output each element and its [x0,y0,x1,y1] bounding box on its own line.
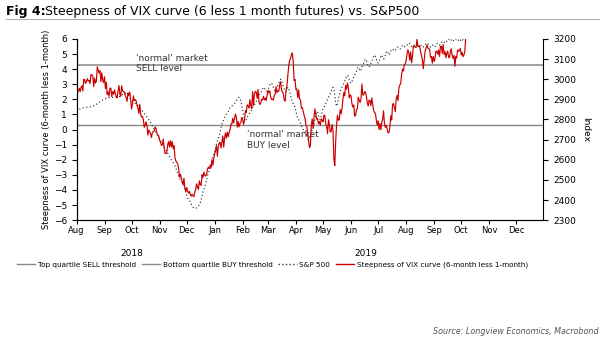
Text: 2019: 2019 [354,249,377,258]
Y-axis label: Index: Index [581,117,590,142]
Text: 'normal' market
SELL level: 'normal' market SELL level [136,54,208,73]
Legend: Top quartile SELL threshold, Bottom quartile BUY threshold, S&P 500, Steepness o: Top quartile SELL threshold, Bottom quar… [14,258,531,271]
Text: 2018: 2018 [120,249,143,258]
Y-axis label: Steepness of VIX curve (6-month less 1-month): Steepness of VIX curve (6-month less 1-m… [42,30,51,229]
Text: 'normal' market
BUY level: 'normal' market BUY level [247,130,319,150]
Text: Steepness of VIX curve (6 less 1 month futures) vs. S&P500: Steepness of VIX curve (6 less 1 month f… [41,5,419,18]
Text: Source: Longview Economics, Macrobond: Source: Longview Economics, Macrobond [433,327,599,336]
Text: Fig 4:: Fig 4: [6,5,45,18]
